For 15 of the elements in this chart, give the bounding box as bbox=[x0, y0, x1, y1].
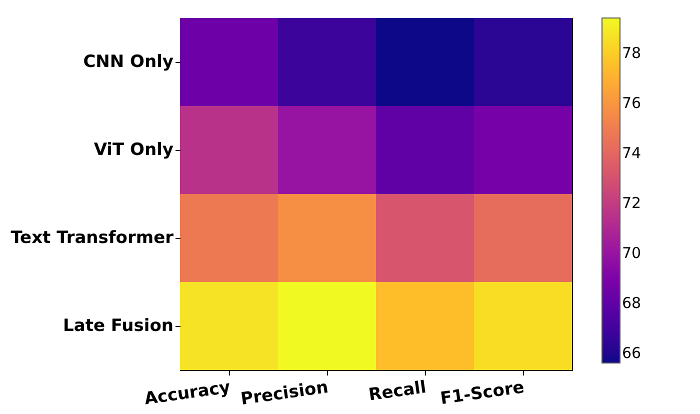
color-bar-label: 78 bbox=[622, 44, 642, 62]
x-tick-label: Accuracy bbox=[143, 378, 232, 410]
color-bar-label: 66 bbox=[622, 344, 642, 362]
color-bar-label: 76 bbox=[622, 94, 642, 112]
color-bar-label: 68 bbox=[622, 294, 642, 312]
color-bar-label: 70 bbox=[622, 244, 642, 262]
y-tick-label: Text Transformer bbox=[10, 228, 174, 248]
color-bar-label: 74 bbox=[622, 144, 642, 162]
x-tick-label: F1-Score bbox=[439, 378, 526, 410]
x-tick-label: Recall bbox=[367, 378, 428, 406]
color-bar-label: 72 bbox=[622, 194, 642, 212]
x-tick-label: Precision bbox=[240, 378, 330, 410]
y-tick-label: ViT Only bbox=[94, 140, 174, 160]
y-tick-label: Late Fusion bbox=[63, 316, 174, 336]
y-tick-label: CNN Only bbox=[83, 52, 174, 72]
